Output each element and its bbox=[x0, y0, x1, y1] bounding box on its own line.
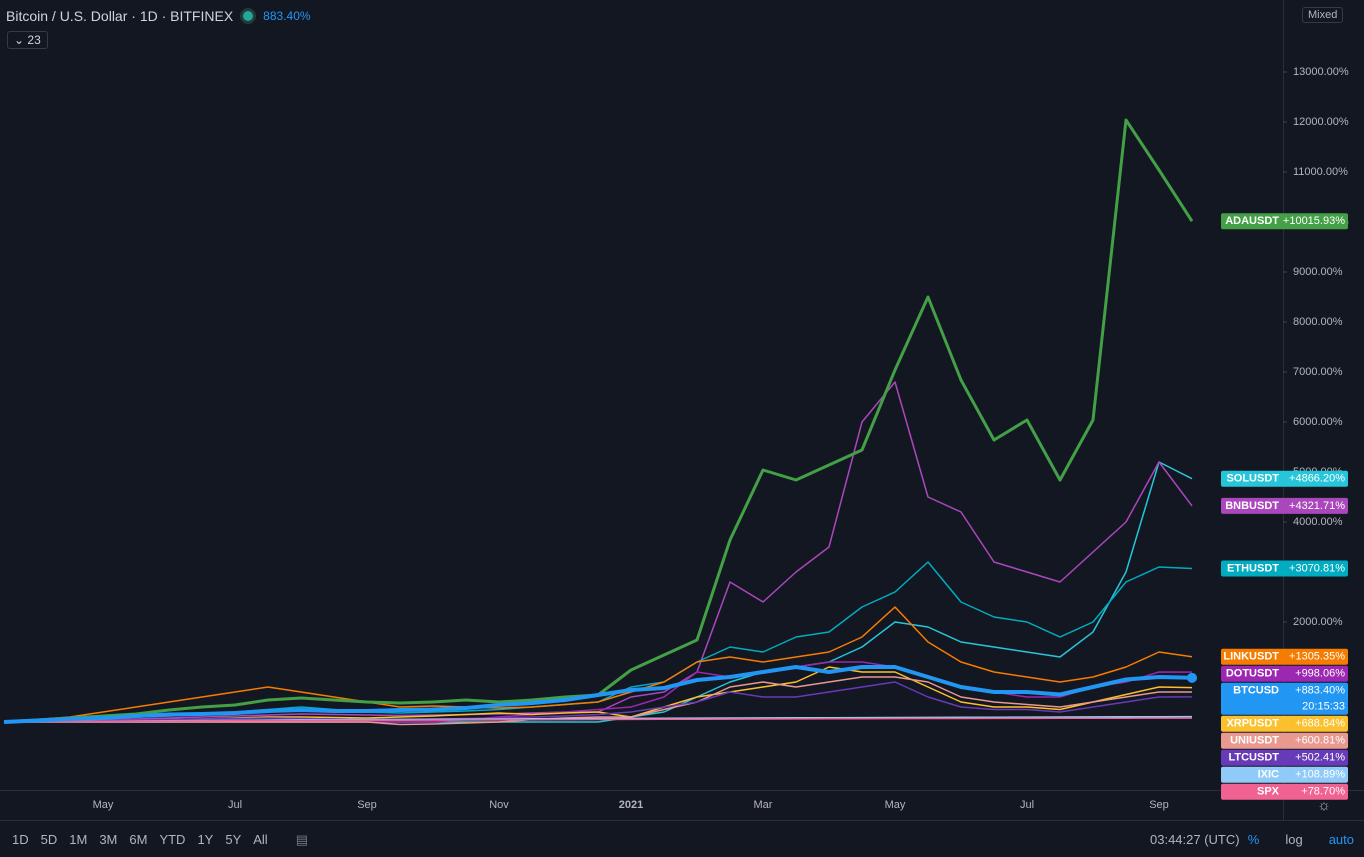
value-label: +4321.71% bbox=[1289, 500, 1345, 512]
bottom-toolbar: 1D 5D 1M 3M 6M YTD 1Y 5Y All ▤ 03:44:27 (UTC) % … bbox=[0, 822, 1364, 857]
range-button[interactable]: 1D bbox=[12, 832, 29, 847]
y-tick-label: 8000.00% bbox=[1293, 316, 1343, 328]
y-tick-label: 12000.00% bbox=[1293, 116, 1349, 128]
y-tick-label: 9000.00% bbox=[1293, 266, 1343, 278]
legend-name: UNIUSDT bbox=[1230, 735, 1279, 747]
legend-box bbox=[1221, 749, 1348, 766]
x-tick-label: Jul bbox=[228, 799, 242, 811]
legend-box bbox=[1221, 783, 1348, 800]
value-label: +1305.35% bbox=[1289, 651, 1345, 663]
series-line bbox=[3, 606, 1193, 723]
value-label: +502.41% bbox=[1295, 752, 1345, 764]
legend-name: SPX bbox=[1257, 786, 1280, 798]
legend-box bbox=[1221, 665, 1348, 682]
legend-name: BNBUSDT bbox=[1225, 500, 1279, 512]
settings-icon: ☼ bbox=[1317, 797, 1331, 814]
indicator-count: 23 bbox=[27, 33, 41, 47]
legend-box bbox=[1221, 497, 1348, 514]
value-label: +883.40% bbox=[1295, 685, 1345, 697]
legend-name: SOLUSDT bbox=[1226, 473, 1279, 485]
legend-box bbox=[1221, 732, 1348, 749]
log-toggle[interactable]: log bbox=[1285, 832, 1303, 847]
range-buttons: 1D 5D 1M 3M 6M YTD 1Y 5Y All bbox=[0, 832, 268, 847]
x-tick-label: May bbox=[93, 799, 114, 811]
x-tick-label: 2021 bbox=[619, 799, 643, 811]
legend-name: BTCUSD bbox=[1233, 685, 1279, 697]
status-dot bbox=[243, 11, 254, 21]
range-button[interactable]: 1M bbox=[69, 832, 88, 847]
countdown: 20:15:33 bbox=[1302, 701, 1345, 713]
y-tick-label: 13000.00% bbox=[1293, 66, 1349, 78]
legend-name: IXIC bbox=[1258, 769, 1279, 781]
scale-mode[interactable]: Mixed bbox=[1302, 7, 1344, 23]
last-point bbox=[1187, 672, 1197, 683]
legend-name: LINKUSDT bbox=[1223, 651, 1279, 663]
series-line bbox=[3, 681, 1193, 723]
value-label: +998.06% bbox=[1295, 668, 1345, 680]
legend-box bbox=[1221, 766, 1348, 783]
y-tick-label: 11000.00% bbox=[1293, 166, 1348, 178]
value-label: +600.81% bbox=[1295, 735, 1345, 747]
header: Bitcoin / U.S. Dollar · 1D · BITFINEX 88… bbox=[6, 8, 311, 24]
value-label: +4866.20% bbox=[1289, 473, 1345, 485]
series-line bbox=[3, 665, 1193, 724]
x-tick-label: May bbox=[885, 799, 906, 811]
value-label: +688.84% bbox=[1295, 718, 1345, 730]
last-value-labels: ADAUSDT +10015.93% SOLUSDT +4866.20% BNBUSDT… bbox=[1221, 213, 1348, 800]
x-tick-label: Sep bbox=[1149, 799, 1169, 811]
legend-name: LTCUSDT bbox=[1228, 752, 1279, 764]
x-tick-label: Sep bbox=[357, 799, 377, 811]
y-tick-label: 2000.00% bbox=[1293, 616, 1343, 628]
percent-toggle[interactable]: % bbox=[1247, 832, 1260, 847]
legend-box bbox=[1221, 715, 1348, 732]
x-tick-label: Mar bbox=[754, 799, 773, 811]
range-button[interactable]: 6M bbox=[129, 832, 148, 847]
y-tick-label: 4000.00% bbox=[1293, 516, 1343, 528]
symbol-title[interactable]: Bitcoin / U.S. Dollar · 1D · BITFINEX bbox=[6, 8, 234, 24]
value-label: +3070.81% bbox=[1289, 562, 1345, 574]
legend-box bbox=[1221, 648, 1348, 665]
range-button[interactable]: YTD bbox=[159, 832, 186, 847]
legend-name: XRPUSDT bbox=[1226, 718, 1279, 730]
date-range-icon[interactable]: ▤ bbox=[295, 831, 308, 847]
value-label: +108.89% bbox=[1295, 769, 1345, 781]
series-line bbox=[4, 676, 1192, 726]
y-tick-label: 7000.00% bbox=[1293, 366, 1343, 378]
range-button[interactable]: All bbox=[253, 832, 268, 847]
legend-name: ETHUSDT bbox=[1227, 562, 1279, 574]
y-tick-label: 6000.00% bbox=[1293, 416, 1343, 428]
range-button[interactable]: 5Y bbox=[225, 832, 242, 847]
x-tick-label: Jul bbox=[1020, 799, 1034, 811]
scale-toggles: % log auto bbox=[1236, 832, 1354, 847]
value-label: +10015.93% bbox=[1283, 215, 1345, 227]
legend-name: DOTUSDT bbox=[1226, 668, 1279, 680]
value-label: +78.70% bbox=[1301, 786, 1345, 798]
change-value: 883.40% bbox=[263, 9, 311, 23]
range-button[interactable]: 5D bbox=[40, 832, 58, 847]
indicator-toggle[interactable]: ⌄ 23 bbox=[7, 31, 48, 49]
range-button[interactable]: 3M bbox=[99, 832, 118, 847]
legend-name: ADAUSDT bbox=[1225, 215, 1279, 227]
x-tick-label: Nov bbox=[489, 799, 509, 811]
series-line bbox=[3, 717, 1192, 723]
auto-toggle[interactable]: auto bbox=[1328, 832, 1354, 847]
plot-area bbox=[3, 118, 1197, 726]
clock: 03:44:27 (UTC) bbox=[1150, 832, 1240, 847]
legend-box bbox=[1221, 470, 1348, 487]
legend-box bbox=[1221, 682, 1348, 715]
range-button[interactable]: 1Y bbox=[197, 832, 214, 847]
legend-box bbox=[1221, 213, 1348, 230]
legend-box bbox=[1221, 560, 1348, 577]
